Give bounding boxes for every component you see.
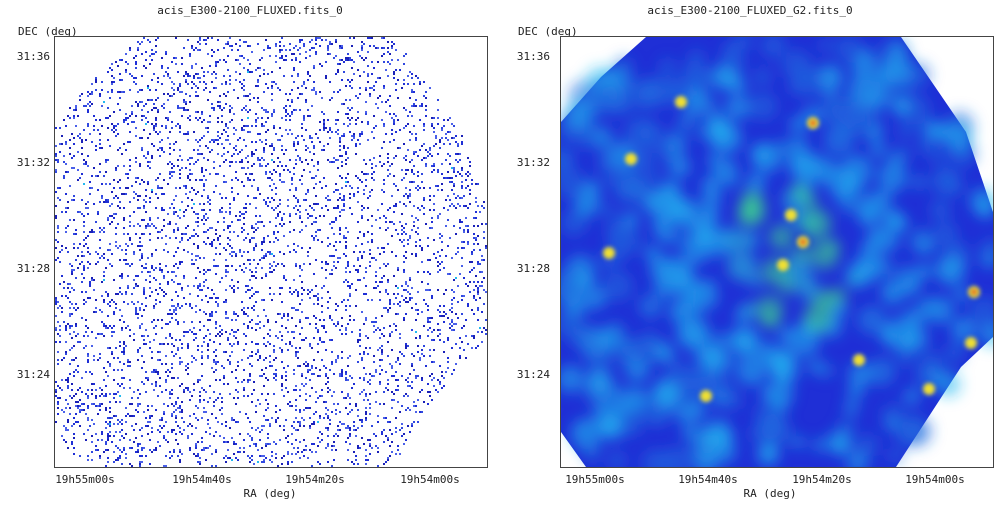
image-panel-raw: acis_E300-2100_FLUXED.fits_0 DEC (deg) 3… [16,4,488,500]
raw-image-canvas [55,37,487,467]
image-panel-smoothed: acis_E300-2100_FLUXED_G2.fits_0 DEC (deg… [500,0,1000,507]
x-axis-label: RA (deg) [243,487,297,500]
y-axis-label: DEC (deg) [18,25,78,38]
smoothed-image-canvas [561,37,993,467]
x-axis-label: RA (deg) [743,487,797,500]
smoothed-emission [561,37,993,467]
y-tick-label: 31:32 [16,156,50,169]
point-sources [603,96,980,402]
raw-image-plot[interactable] [54,36,488,468]
x-tick-label: 19h54m20s [792,473,852,486]
x-tick-label: 19h54m40s [172,473,232,486]
y-tick-label: 31:28 [516,262,550,275]
smoothed-image-plot[interactable] [560,36,994,468]
panel-title: acis_E300-2100_FLUXED.fits_0 [157,4,343,17]
x-tick-label: 19h55m00s [55,473,115,486]
y-axis-label: DEC (deg) [518,25,578,38]
raw-count-pixels [55,37,487,467]
y-tick-label: 31:28 [16,262,50,275]
x-tick-label: 19h54m20s [285,473,345,486]
y-tick-label: 31:24 [516,368,550,381]
y-tick-label: 31:32 [516,156,550,169]
x-tick-label: 19h54m00s [905,473,965,486]
x-tick-label: 19h54m40s [678,473,738,486]
panel-title: acis_E300-2100_FLUXED_G2.fits_0 [647,4,853,17]
x-tick-label: 19h54m00s [400,473,460,486]
y-tick-label: 31:36 [516,50,550,63]
y-tick-label: 31:24 [16,368,50,381]
x-tick-label: 19h55m00s [565,473,625,486]
y-tick-label: 31:36 [16,50,50,63]
